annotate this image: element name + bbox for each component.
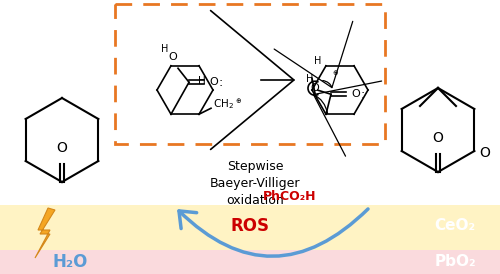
Text: H: H — [162, 44, 168, 54]
Text: :: : — [219, 76, 223, 89]
Text: :: : — [361, 88, 365, 101]
Text: H: H — [198, 76, 206, 86]
Text: O: O — [209, 77, 218, 87]
Text: H₂O: H₂O — [52, 253, 88, 271]
Text: CH$_2$: CH$_2$ — [213, 97, 234, 111]
Text: O: O — [168, 52, 177, 62]
Text: CeO₂: CeO₂ — [434, 218, 476, 233]
Bar — [0, 250, 500, 274]
Text: ROS: ROS — [230, 217, 270, 235]
Text: O: O — [56, 141, 68, 155]
Text: $^{\oplus}$: $^{\oplus}$ — [235, 98, 242, 108]
Text: PhCO₂H: PhCO₂H — [263, 190, 317, 204]
Text: O: O — [351, 89, 360, 99]
Polygon shape — [35, 208, 55, 258]
Text: PbO₂: PbO₂ — [434, 255, 476, 270]
Text: O: O — [432, 131, 444, 145]
FancyBboxPatch shape — [115, 4, 385, 144]
Text: O: O — [480, 146, 490, 160]
Text: $^{\oplus}$: $^{\oplus}$ — [332, 70, 339, 80]
Text: H: H — [306, 74, 314, 84]
Text: O: O — [310, 83, 320, 93]
FancyArrowPatch shape — [179, 209, 368, 256]
Bar — [0, 205, 500, 252]
Text: Stepwise
Baeyer-Villiger
oxidation: Stepwise Baeyer-Villiger oxidation — [210, 160, 300, 207]
Text: H: H — [314, 56, 322, 66]
